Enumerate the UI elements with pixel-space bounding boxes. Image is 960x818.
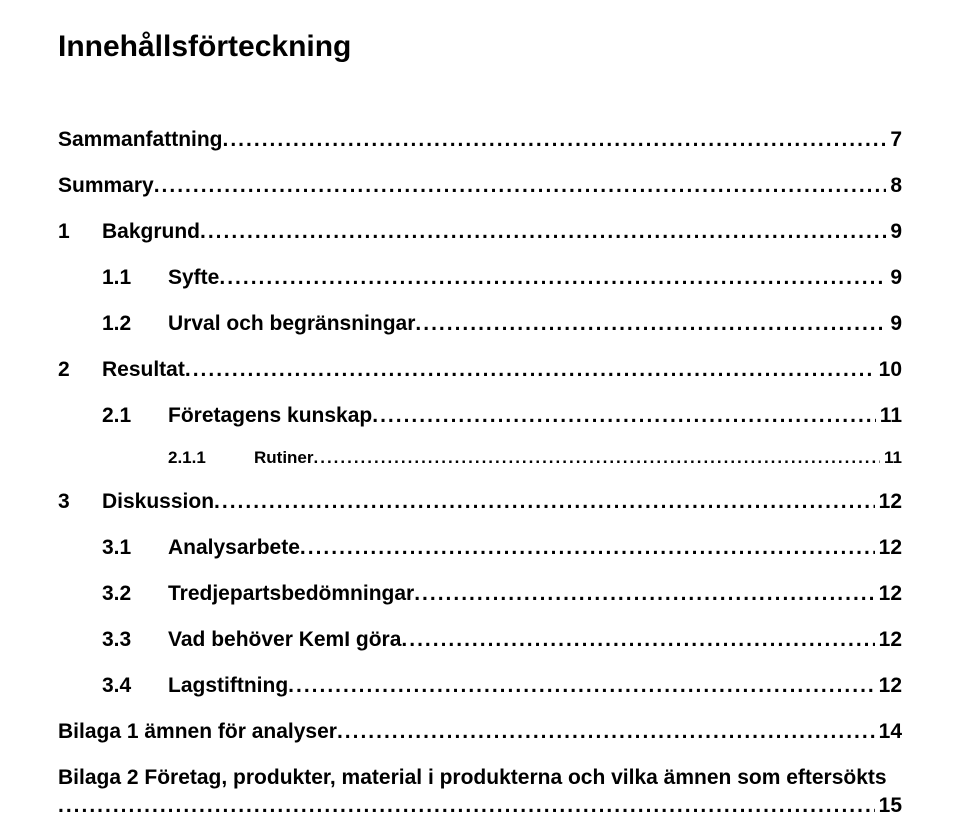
toc-leader-dots bbox=[337, 720, 875, 744]
toc-entry: 3Diskussion 12 bbox=[58, 490, 902, 514]
toc-entry: 1.2Urval och begränsningar 9 bbox=[58, 312, 902, 336]
page-title: Innehållsförteckning bbox=[58, 30, 902, 64]
toc-entry-label: 1.1Syfte bbox=[102, 266, 219, 290]
toc-leader-dots bbox=[219, 266, 886, 290]
toc-entry-page: 12 bbox=[875, 628, 902, 652]
toc-entry-page: 8 bbox=[886, 174, 902, 198]
toc-leader-dots bbox=[372, 404, 876, 428]
toc-entry-page: 7 bbox=[886, 128, 902, 152]
toc-entry-text: Summary bbox=[58, 174, 154, 197]
toc-entry: Summary 8 bbox=[58, 174, 902, 198]
toc-leader-dots bbox=[414, 582, 874, 606]
toc-entry-text: Vad behöver KemI göra bbox=[168, 628, 401, 651]
toc-entry-text: Syfte bbox=[168, 266, 219, 289]
toc-entry: 1Bakgrund 9 bbox=[58, 220, 902, 244]
toc-entry-label: 2Resultat bbox=[58, 358, 185, 382]
toc-entry-label: 2.1Företagens kunskap bbox=[102, 404, 372, 428]
toc-entry-number: 3.3 bbox=[102, 628, 168, 652]
toc-entry-label: 3.4Lagstiftning bbox=[102, 674, 288, 698]
toc-entry-text: Analysarbete bbox=[168, 536, 300, 559]
toc-entry-number: 3.4 bbox=[102, 674, 168, 698]
toc-entry-label: Bilaga 1 ämnen för analyser bbox=[58, 720, 337, 744]
toc-entry: Bilaga 2 Företag, produkter, material i … bbox=[58, 766, 902, 790]
toc-entry: 1.1Syfte 9 bbox=[58, 266, 902, 290]
toc-entry-number: 2.1 bbox=[102, 404, 168, 428]
toc-entry-text: Företagens kunskap bbox=[168, 404, 372, 427]
toc-entry: 2.1Företagens kunskap 11 bbox=[58, 404, 902, 428]
toc-entry-label: 1Bakgrund bbox=[58, 220, 200, 244]
toc-entry: 2.1.1Rutiner 11 bbox=[58, 448, 902, 468]
toc-leader-dots bbox=[401, 628, 874, 652]
toc-entry-text: Bakgrund bbox=[102, 220, 200, 243]
toc-entry-text: Resultat bbox=[102, 358, 185, 381]
toc-entry-page: 11 bbox=[876, 404, 902, 428]
toc-entry-number: 3 bbox=[58, 490, 102, 514]
toc-leader-dots bbox=[223, 128, 887, 152]
toc-entry-page: 12 bbox=[875, 536, 902, 560]
toc-entry-number: 2.1.1 bbox=[168, 448, 254, 468]
toc-leader-dots bbox=[154, 174, 887, 198]
toc-entry-label: 3.2Tredjepartsbedömningar bbox=[102, 582, 414, 606]
toc-entry-page: 12 bbox=[875, 490, 902, 514]
toc-entry: Sammanfattning 7 bbox=[58, 128, 902, 152]
toc-entry-label: Sammanfattning bbox=[58, 128, 223, 152]
toc-entry-page: 15 bbox=[875, 794, 902, 818]
toc-entry-text: Diskussion bbox=[102, 490, 214, 513]
toc-entry-number: 3.1 bbox=[102, 536, 168, 560]
toc-entry-continuation: 15 bbox=[58, 794, 902, 818]
toc-entry-page: 11 bbox=[880, 448, 902, 468]
toc-entry-label: 3.3Vad behöver KemI göra bbox=[102, 628, 401, 652]
toc-leader-dots bbox=[415, 312, 886, 336]
toc-entry-text: Sammanfattning bbox=[58, 128, 223, 151]
toc-entry-number: 1 bbox=[58, 220, 102, 244]
toc-entry-page: 12 bbox=[875, 674, 902, 698]
toc-entry-text: Bilaga 2 Företag, produkter, material i … bbox=[58, 766, 887, 790]
toc-entry-page: 9 bbox=[886, 220, 902, 244]
toc-entry: 3.1Analysarbete 12 bbox=[58, 536, 902, 560]
toc-entry-number: 3.2 bbox=[102, 582, 168, 606]
toc-entry-label: Summary bbox=[58, 174, 154, 198]
toc-entry-text: Bilaga 1 ämnen för analyser bbox=[58, 720, 337, 743]
toc-entry: 3.3Vad behöver KemI göra 12 bbox=[58, 628, 902, 652]
toc-entry-page: 14 bbox=[875, 720, 902, 744]
toc-entry-text: Lagstiftning bbox=[168, 674, 288, 697]
toc-entry-text: Urval och begränsningar bbox=[168, 312, 415, 335]
toc-entry-number: 1.2 bbox=[102, 312, 168, 336]
toc-leader-dots bbox=[314, 448, 881, 468]
toc-leader-dots bbox=[214, 490, 875, 514]
toc-entry-page: 9 bbox=[886, 312, 902, 336]
toc-entry: 3.2Tredjepartsbedömningar 12 bbox=[58, 582, 902, 606]
toc-entry-text: Rutiner bbox=[254, 448, 314, 467]
toc-leader-dots bbox=[300, 536, 875, 560]
toc-leader-dots bbox=[185, 358, 875, 382]
toc-entry-number: 1.1 bbox=[102, 266, 168, 290]
toc-entry-label: 1.2Urval och begränsningar bbox=[102, 312, 415, 336]
toc-entry-label: 3.1Analysarbete bbox=[102, 536, 300, 560]
toc-entry: Bilaga 1 ämnen för analyser 14 bbox=[58, 720, 902, 744]
table-of-contents: Sammanfattning 7Summary 81Bakgrund 91.1S… bbox=[58, 128, 902, 818]
toc-entry-number: 2 bbox=[58, 358, 102, 382]
toc-entry-page: 10 bbox=[875, 358, 902, 382]
toc-entry-page: 9 bbox=[886, 266, 902, 290]
toc-entry-label: 3Diskussion bbox=[58, 490, 214, 514]
toc-entry-label: 2.1.1Rutiner bbox=[168, 448, 314, 468]
toc-leader-dots bbox=[200, 220, 886, 244]
toc-entry-page: 12 bbox=[875, 582, 902, 606]
toc-entry-text: Tredjepartsbedömningar bbox=[168, 582, 414, 605]
toc-entry: 2Resultat 10 bbox=[58, 358, 902, 382]
toc-entry: 3.4Lagstiftning 12 bbox=[58, 674, 902, 698]
toc-leader-dots bbox=[58, 794, 875, 818]
toc-leader-dots bbox=[288, 674, 874, 698]
